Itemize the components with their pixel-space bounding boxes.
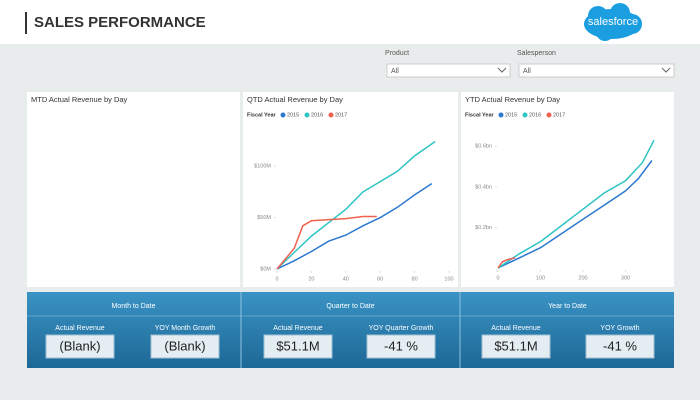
kpi-label: YOY Growth [600, 325, 639, 332]
x-tick-label: 0 [496, 275, 499, 281]
kpi-section-title: Month to Date [112, 303, 156, 310]
legend-label: 2016 [311, 112, 323, 118]
legend-label: 2015 [287, 112, 299, 118]
y-tick-label: $50M [257, 215, 271, 221]
y-tick-label: $0.2bn [475, 225, 492, 231]
kpi-box [585, 334, 655, 359]
chart-title: YTD Actual Revenue by Day [465, 95, 560, 104]
series-line [497, 160, 653, 269]
x-tick-label: 80 [412, 276, 418, 282]
x-tick-label: 0 [275, 276, 278, 282]
x-tick-label: 20 [308, 276, 314, 282]
chart-panel [243, 92, 458, 287]
chart-panel [27, 92, 240, 287]
dropdown-arrow [661, 67, 671, 73]
legend-swatch [546, 112, 552, 118]
legend-label: 2017 [553, 112, 565, 118]
legend-swatch [280, 112, 286, 118]
logo-text: salesforce [588, 16, 638, 28]
page-title: SALES PERFORMANCE [34, 14, 206, 31]
series-line [497, 257, 516, 269]
kpi-box [481, 334, 551, 359]
kpi-label: YOY Month Growth [155, 325, 216, 332]
filter-dropdown[interactable] [518, 63, 675, 78]
series-line [276, 140, 436, 270]
kpi-value: -41 % [603, 338, 637, 353]
kpi-value: (Blank) [59, 338, 100, 353]
kpi-value: $51.1M [276, 338, 319, 353]
kpi-box [263, 334, 333, 359]
kpi-section-title: Year to Date [548, 303, 587, 310]
kpi-label: Actual Revenue [491, 325, 541, 332]
header-bar [0, 0, 700, 44]
legend-title: Fiscal Year [247, 112, 277, 118]
header-accent [25, 12, 27, 34]
filter-label: Product [385, 50, 409, 57]
legend-swatch [522, 112, 528, 118]
legend-label: 2015 [505, 112, 517, 118]
chart-panel [461, 92, 674, 287]
legend-title: Fiscal Year [465, 112, 495, 118]
kpi-section-title: Quarter to Date [326, 303, 374, 310]
y-tick-label: $100M [254, 164, 271, 170]
series-line [497, 139, 655, 269]
kpi-band [27, 292, 674, 368]
y-tick-label: $0M [260, 266, 271, 272]
filter-value[interactable]: All [523, 68, 531, 75]
x-tick-label: 40 [343, 276, 349, 282]
kpi-box [366, 334, 436, 359]
kpi-value: -41 % [384, 338, 418, 353]
legend-swatch [328, 112, 334, 118]
legend-label: 2016 [529, 112, 541, 118]
y-tick-label: $0.6bn [475, 144, 492, 150]
filter-value[interactable]: All [391, 68, 399, 75]
kpi-value: (Blank) [164, 338, 205, 353]
x-tick-label: 300 [621, 275, 630, 281]
filter-label: Salesperson [517, 50, 556, 57]
legend-swatch [498, 112, 504, 118]
x-tick-label: 200 [578, 275, 587, 281]
x-tick-label: 100 [536, 275, 545, 281]
kpi-label: Actual Revenue [273, 325, 323, 332]
series-line [276, 215, 377, 270]
y-tick-label: $0.4bn [475, 184, 492, 190]
kpi-box [150, 334, 220, 359]
kpi-value: $51.1M [494, 338, 537, 353]
chart-title: QTD Actual Revenue by Day [247, 95, 343, 104]
series-line [276, 182, 433, 270]
filter-dropdown[interactable] [386, 63, 511, 78]
chart-title: MTD Actual Revenue by Day [31, 95, 128, 104]
dropdown-arrow [497, 67, 507, 73]
legend-label: 2017 [335, 112, 347, 118]
kpi-label: Actual Revenue [55, 325, 105, 332]
x-tick-label: 100 [444, 276, 453, 282]
logo: salesforce [584, 3, 642, 41]
kpi-label: YOY Quarter Growth [369, 325, 434, 332]
legend-swatch [304, 112, 310, 118]
kpi-box [45, 334, 115, 359]
x-tick-label: 60 [377, 276, 383, 282]
